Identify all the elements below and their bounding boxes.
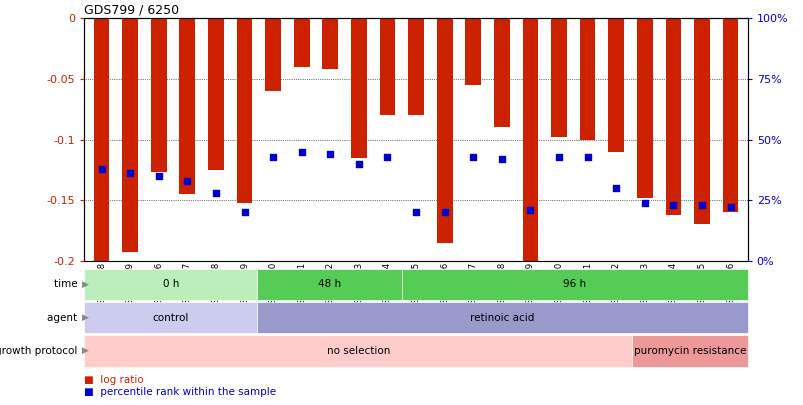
Bar xyxy=(236,18,252,202)
Bar xyxy=(493,18,509,128)
Point xyxy=(467,153,479,160)
Text: ▶: ▶ xyxy=(82,313,89,322)
Bar xyxy=(151,18,166,172)
Point xyxy=(352,160,365,167)
Point xyxy=(724,204,736,211)
Bar xyxy=(465,18,480,85)
Point xyxy=(695,202,707,208)
Point xyxy=(609,185,622,191)
Bar xyxy=(522,18,538,261)
Bar xyxy=(693,18,709,224)
Text: ▶: ▶ xyxy=(82,346,89,355)
Bar xyxy=(436,18,452,243)
Text: growth protocol: growth protocol xyxy=(0,346,80,356)
Point xyxy=(324,151,336,157)
Bar xyxy=(84,269,257,300)
Text: ▶: ▶ xyxy=(82,280,89,289)
Point xyxy=(95,165,108,172)
Point xyxy=(495,156,507,162)
Point xyxy=(295,148,308,155)
Point xyxy=(666,202,679,208)
Bar xyxy=(608,18,623,151)
Point xyxy=(152,173,165,179)
Bar xyxy=(122,18,138,252)
Point xyxy=(267,153,279,160)
Bar xyxy=(84,302,257,333)
Bar xyxy=(257,302,747,333)
Bar xyxy=(722,18,737,212)
Bar xyxy=(402,269,747,300)
Bar xyxy=(322,18,338,69)
Point xyxy=(581,153,593,160)
Point xyxy=(638,199,650,206)
Bar xyxy=(265,18,280,91)
Text: puromycin resistance: puromycin resistance xyxy=(633,346,745,356)
Bar xyxy=(351,18,366,158)
Bar xyxy=(551,18,566,137)
Bar xyxy=(208,18,223,170)
Bar xyxy=(665,18,680,215)
Text: GDS799 / 6250: GDS799 / 6250 xyxy=(84,3,179,16)
Point xyxy=(524,207,536,213)
Bar xyxy=(379,18,395,115)
Text: agent: agent xyxy=(47,313,80,322)
Bar xyxy=(257,269,402,300)
Point xyxy=(552,153,565,160)
Point xyxy=(181,177,194,184)
Text: 96 h: 96 h xyxy=(562,279,585,289)
Text: 48 h: 48 h xyxy=(318,279,340,289)
Bar xyxy=(579,18,595,140)
Text: 0 h: 0 h xyxy=(162,279,179,289)
Bar xyxy=(84,335,632,367)
Text: ■  log ratio: ■ log ratio xyxy=(84,375,144,385)
Bar xyxy=(636,18,652,198)
Bar xyxy=(293,18,309,67)
Bar xyxy=(179,18,195,194)
Text: ■  percentile rank within the sample: ■ percentile rank within the sample xyxy=(84,387,276,396)
Text: time: time xyxy=(54,279,80,289)
Point xyxy=(210,190,222,196)
Text: control: control xyxy=(153,313,189,322)
Bar xyxy=(408,18,423,115)
Point xyxy=(124,170,137,177)
Text: no selection: no selection xyxy=(326,346,389,356)
Bar xyxy=(94,18,109,261)
Point xyxy=(438,209,450,215)
Text: retinoic acid: retinoic acid xyxy=(470,313,534,322)
Bar xyxy=(632,335,747,367)
Point xyxy=(409,209,422,215)
Point xyxy=(238,209,251,215)
Point xyxy=(381,153,393,160)
